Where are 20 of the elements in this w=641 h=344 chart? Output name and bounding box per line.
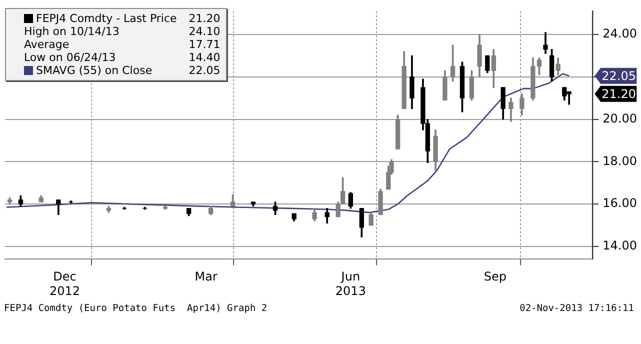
x-tick-label: Mar (194, 270, 218, 284)
y-tick-label: 24.00 (602, 26, 638, 41)
y-tick-label: 16.00 (602, 196, 638, 210)
x-tick-label: Jun 2013 (335, 270, 366, 298)
text: 22.05 (602, 68, 636, 83)
x-tick-label: Sep (484, 270, 507, 284)
annotation: 21.20 (188, 12, 220, 25)
text: 21.20 (602, 86, 636, 101)
text: Average 17.71 (24, 38, 220, 51)
text: Low on 06/24/13 14.40 (24, 51, 220, 64)
annotation: 22.05 (188, 64, 220, 77)
y-tick-label: 18.00 (602, 154, 638, 168)
text: High on 10/14/13 24.10 (24, 25, 220, 38)
legend-label: FEPJ4 Comdty - Last Price (35, 12, 177, 25)
text: 02-Nov-2013 17:16:11 (520, 303, 634, 314)
y-tick-label: 20.00 (602, 111, 638, 126)
x-tick-label: Dec 2012 (49, 270, 80, 298)
legend-label: SMAVG (55) on Close (35, 64, 152, 77)
text: FEPJ4 Comdty (Euro Potato Futs Apr14) Graph 2 (4, 303, 268, 314)
y-tick-label: 14.00 (602, 238, 638, 253)
